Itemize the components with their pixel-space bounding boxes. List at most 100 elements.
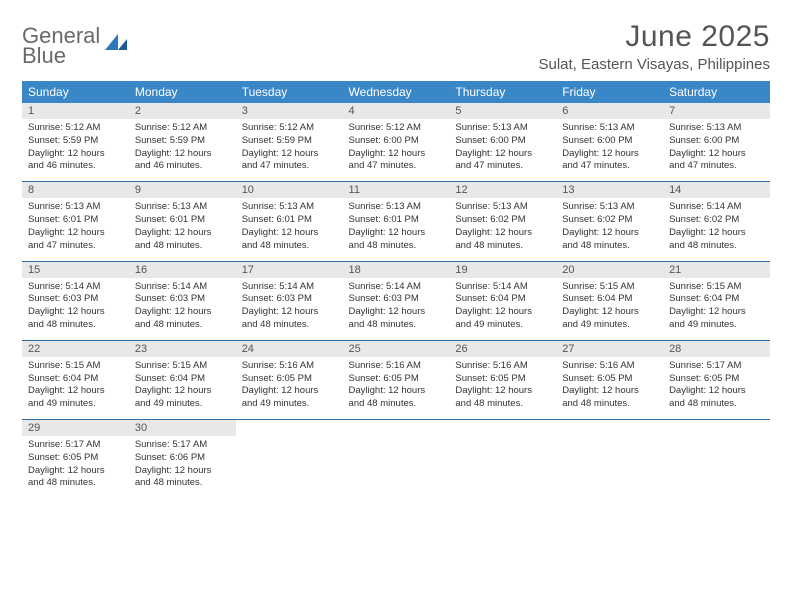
day-cell: Sunrise: 5:14 AMSunset: 6:03 PMDaylight:…	[129, 278, 236, 341]
sunset-value: 6:05 PM	[704, 373, 739, 384]
logo-triangle-icon	[105, 32, 131, 59]
title-block: June 2025 Sulat, Eastern Visayas, Philip…	[538, 20, 770, 73]
daylight-label: Daylight:	[669, 306, 706, 317]
day-cell: Sunrise: 5:15 AMSunset: 6:04 PMDaylight:…	[663, 278, 770, 341]
daylight-label: Daylight:	[135, 465, 172, 476]
day-number: 13	[556, 182, 663, 198]
sunset-label: Sunset:	[562, 214, 594, 225]
daylight-label: Daylight:	[28, 148, 65, 159]
sunset-line: Sunset: 6:01 PM	[349, 214, 444, 227]
daylight-line: Daylight: 12 hours and 49 minutes.	[135, 385, 230, 411]
day-cell: Sunrise: 5:13 AMSunset: 6:00 PMDaylight:…	[663, 119, 770, 182]
sunrise-label: Sunrise:	[28, 439, 63, 450]
sunrise-label: Sunrise:	[669, 201, 704, 212]
sunrise-line: Sunrise: 5:12 AM	[349, 122, 444, 135]
daylight-label: Daylight:	[455, 306, 492, 317]
daylight-line: Daylight: 12 hours and 48 minutes.	[28, 465, 123, 491]
day-number: 3	[236, 103, 343, 119]
sunset-line: Sunset: 6:06 PM	[135, 452, 230, 465]
sunrise-label: Sunrise:	[135, 122, 170, 133]
sunset-value: 6:03 PM	[277, 293, 312, 304]
empty-cell	[236, 436, 343, 498]
sunset-line: Sunset: 6:01 PM	[135, 214, 230, 227]
daylight-label: Daylight:	[349, 306, 386, 317]
sunrise-value: 5:14 AM	[66, 281, 101, 292]
sunset-value: 6:00 PM	[704, 135, 739, 146]
day-cell: Sunrise: 5:13 AMSunset: 6:01 PMDaylight:…	[129, 198, 236, 261]
sunrise-value: 5:12 AM	[66, 122, 101, 133]
sunset-line: Sunset: 6:05 PM	[349, 373, 444, 386]
sunrise-line: Sunrise: 5:17 AM	[28, 439, 123, 452]
logo-text-bottom: Blue	[22, 46, 100, 66]
sunrise-label: Sunrise:	[135, 360, 170, 371]
sunrise-line: Sunrise: 5:13 AM	[455, 201, 550, 214]
sunrise-label: Sunrise:	[349, 122, 384, 133]
day-cell: Sunrise: 5:12 AMSunset: 6:00 PMDaylight:…	[343, 119, 450, 182]
daylight-label: Daylight:	[242, 306, 279, 317]
sunrise-line: Sunrise: 5:14 AM	[28, 281, 123, 294]
day-cell: Sunrise: 5:17 AMSunset: 6:05 PMDaylight:…	[663, 357, 770, 420]
sunset-line: Sunset: 6:02 PM	[669, 214, 764, 227]
sunset-line: Sunset: 6:02 PM	[455, 214, 550, 227]
sunset-label: Sunset:	[349, 373, 381, 384]
sunrise-value: 5:14 AM	[279, 281, 314, 292]
daylight-line: Daylight: 12 hours and 49 minutes.	[242, 385, 337, 411]
day-cell: Sunrise: 5:17 AMSunset: 6:05 PMDaylight:…	[22, 436, 129, 498]
sunrise-label: Sunrise:	[135, 281, 170, 292]
daylight-label: Daylight:	[349, 385, 386, 396]
sunrise-value: 5:16 AM	[493, 360, 528, 371]
day-number: 6	[556, 103, 663, 119]
day-body-row: Sunrise: 5:17 AMSunset: 6:05 PMDaylight:…	[22, 436, 770, 498]
sunrise-value: 5:12 AM	[279, 122, 314, 133]
sunrise-label: Sunrise:	[242, 122, 277, 133]
day-body-row: Sunrise: 5:13 AMSunset: 6:01 PMDaylight:…	[22, 198, 770, 261]
daylight-line: Daylight: 12 hours and 48 minutes.	[349, 306, 444, 332]
sunset-label: Sunset:	[455, 135, 487, 146]
sunrise-value: 5:13 AM	[386, 201, 421, 212]
sunrise-label: Sunrise:	[455, 122, 490, 133]
sunset-label: Sunset:	[28, 293, 60, 304]
day-cell: Sunrise: 5:13 AMSunset: 6:00 PMDaylight:…	[449, 119, 556, 182]
day-cell: Sunrise: 5:14 AMSunset: 6:03 PMDaylight:…	[343, 278, 450, 341]
day-cell: Sunrise: 5:15 AMSunset: 6:04 PMDaylight:…	[22, 357, 129, 420]
sunset-label: Sunset:	[562, 135, 594, 146]
day-of-week-header: Thursday	[449, 81, 556, 103]
sunrise-value: 5:13 AM	[493, 201, 528, 212]
sunrise-line: Sunrise: 5:14 AM	[135, 281, 230, 294]
sunset-line: Sunset: 6:03 PM	[135, 293, 230, 306]
daylight-label: Daylight:	[28, 385, 65, 396]
sunrise-value: 5:15 AM	[66, 360, 101, 371]
sunrise-line: Sunrise: 5:12 AM	[135, 122, 230, 135]
sunset-line: Sunset: 5:59 PM	[28, 135, 123, 148]
sunset-label: Sunset:	[669, 135, 701, 146]
daylight-label: Daylight:	[135, 227, 172, 238]
sunset-line: Sunset: 6:00 PM	[349, 135, 444, 148]
sunset-label: Sunset:	[349, 135, 381, 146]
sunset-label: Sunset:	[669, 373, 701, 384]
sunrise-line: Sunrise: 5:13 AM	[669, 122, 764, 135]
sunrise-value: 5:16 AM	[386, 360, 421, 371]
sunset-line: Sunset: 6:05 PM	[669, 373, 764, 386]
day-cell: Sunrise: 5:14 AMSunset: 6:03 PMDaylight:…	[22, 278, 129, 341]
sunset-line: Sunset: 6:05 PM	[455, 373, 550, 386]
sunrise-line: Sunrise: 5:14 AM	[669, 201, 764, 214]
day-of-week-header: Sunday	[22, 81, 129, 103]
sunrise-label: Sunrise:	[669, 122, 704, 133]
sunset-label: Sunset:	[349, 293, 381, 304]
day-number-row: 891011121314	[22, 182, 770, 198]
sunrise-line: Sunrise: 5:17 AM	[669, 360, 764, 373]
daylight-label: Daylight:	[242, 385, 279, 396]
daylight-line: Daylight: 12 hours and 48 minutes.	[455, 385, 550, 411]
day-number: 23	[129, 341, 236, 357]
day-number: 21	[663, 262, 770, 278]
sunrise-value: 5:13 AM	[172, 201, 207, 212]
sunrise-value: 5:15 AM	[707, 281, 742, 292]
sunset-label: Sunset:	[135, 135, 167, 146]
day-number: 24	[236, 341, 343, 357]
header: General Blue June 2025 Sulat, Eastern Vi…	[22, 20, 770, 73]
sunrise-label: Sunrise:	[349, 281, 384, 292]
sunset-value: 5:59 PM	[170, 135, 205, 146]
daylight-line: Daylight: 12 hours and 49 minutes.	[455, 306, 550, 332]
sunset-label: Sunset:	[28, 214, 60, 225]
sunset-value: 6:05 PM	[63, 452, 98, 463]
